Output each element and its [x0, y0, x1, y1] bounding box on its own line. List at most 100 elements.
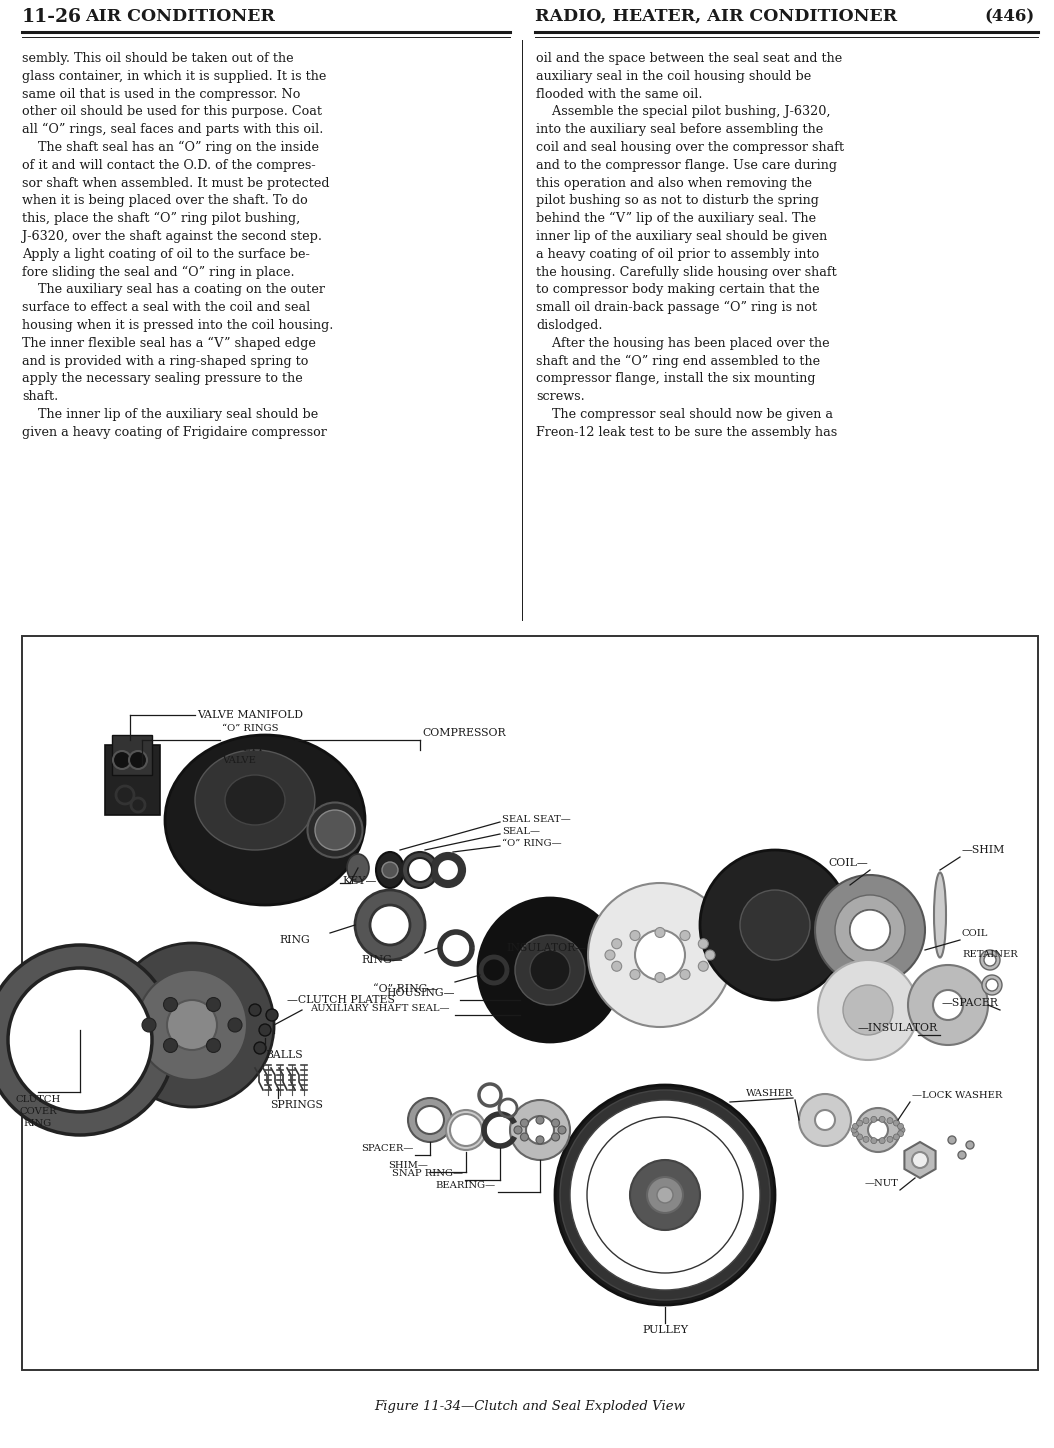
- Circle shape: [113, 752, 131, 769]
- Ellipse shape: [934, 873, 946, 957]
- Circle shape: [863, 1118, 868, 1124]
- Circle shape: [207, 998, 220, 1012]
- Circle shape: [611, 938, 622, 948]
- Circle shape: [912, 1153, 928, 1169]
- Text: screws.: screws.: [536, 390, 585, 403]
- Circle shape: [680, 970, 690, 979]
- Text: Figure 11-34—Clutch and Seal Exploded View: Figure 11-34—Clutch and Seal Exploded Vi…: [374, 1400, 685, 1413]
- Text: sor shaft when assembled. It must be protected: sor shaft when assembled. It must be pro…: [22, 177, 330, 190]
- Ellipse shape: [225, 775, 285, 825]
- Text: —NUT: —NUT: [864, 1179, 898, 1187]
- Ellipse shape: [165, 736, 365, 905]
- Circle shape: [818, 960, 918, 1060]
- Circle shape: [980, 950, 1000, 970]
- Text: “O” RING—: “O” RING—: [502, 840, 562, 849]
- Text: COIL: COIL: [962, 930, 989, 938]
- Text: RADIO, HEATER, AIR CONDITIONER: RADIO, HEATER, AIR CONDITIONER: [535, 9, 897, 25]
- Circle shape: [630, 931, 640, 941]
- Circle shape: [0, 946, 175, 1135]
- Text: WASHER: WASHER: [745, 1089, 793, 1098]
- Circle shape: [266, 1009, 278, 1021]
- Ellipse shape: [376, 851, 404, 888]
- Text: SEAL—: SEAL—: [502, 827, 540, 837]
- Text: coil and seal housing over the compressor shaft: coil and seal housing over the compresso…: [536, 140, 844, 153]
- Circle shape: [137, 970, 247, 1080]
- Circle shape: [699, 938, 708, 948]
- Text: when it is being placed over the shaft. To do: when it is being placed over the shaft. …: [22, 194, 308, 207]
- Text: other oil should be used for this purpose. Coat: other oil should be used for this purpos…: [22, 106, 323, 119]
- Text: AIR CONDITIONER: AIR CONDITIONER: [85, 9, 275, 25]
- Circle shape: [871, 1116, 877, 1122]
- Circle shape: [370, 905, 410, 946]
- Circle shape: [605, 950, 614, 960]
- Text: sembly. This oil should be taken out of the: sembly. This oil should be taken out of …: [22, 52, 294, 65]
- Text: all “O” rings, seal faces and parts with this oil.: all “O” rings, seal faces and parts with…: [22, 123, 324, 136]
- Circle shape: [167, 1001, 217, 1050]
- Text: INSULATOR—: INSULATOR—: [507, 943, 587, 953]
- Text: a heavy coating of oil prior to assembly into: a heavy coating of oil prior to assembly…: [536, 248, 819, 261]
- Text: shaft and the “O” ring end assembled to the: shaft and the “O” ring end assembled to …: [536, 355, 820, 368]
- Text: flooded with the same oil.: flooded with the same oil.: [536, 87, 703, 100]
- Circle shape: [558, 1127, 566, 1134]
- Text: same oil that is used in the compressor. No: same oil that is used in the compressor.…: [22, 87, 300, 100]
- Text: The shaft seal has an “O” ring on the inside: The shaft seal has an “O” ring on the in…: [22, 140, 319, 155]
- Circle shape: [434, 856, 462, 883]
- Text: The inner lip of the auxiliary seal should be: The inner lip of the auxiliary seal shou…: [22, 408, 318, 421]
- Circle shape: [657, 1187, 674, 1203]
- Text: surface to effect a seal with the coil and seal: surface to effect a seal with the coil a…: [22, 301, 310, 314]
- Text: AUXILIARY SHAFT SEAL—: AUXILIARY SHAFT SEAL—: [311, 1003, 450, 1014]
- Text: After the housing has been placed over the: After the housing has been placed over t…: [536, 337, 829, 350]
- Text: SHIM—: SHIM—: [388, 1161, 428, 1170]
- Bar: [22, 636, 1038, 1370]
- Text: of it and will contact the O.D. of the compres-: of it and will contact the O.D. of the c…: [22, 159, 315, 172]
- Text: glass container, in which it is supplied. It is the: glass container, in which it is supplied…: [22, 70, 327, 83]
- Circle shape: [514, 1127, 522, 1134]
- Text: The auxiliary seal has a coating on the outer: The auxiliary seal has a coating on the …: [22, 284, 325, 297]
- Circle shape: [515, 935, 585, 1005]
- Circle shape: [853, 1131, 858, 1137]
- Text: BALLS: BALLS: [265, 1050, 302, 1060]
- Text: and is provided with a ring-shaped spring to: and is provided with a ring-shaped sprin…: [22, 355, 309, 368]
- Ellipse shape: [195, 750, 315, 850]
- Circle shape: [857, 1121, 862, 1127]
- Text: “O” RINGS: “O” RINGS: [222, 724, 278, 733]
- Circle shape: [856, 1108, 900, 1153]
- Circle shape: [436, 859, 460, 882]
- Circle shape: [850, 909, 890, 950]
- Circle shape: [588, 883, 731, 1027]
- Text: —SHIM: —SHIM: [962, 846, 1006, 854]
- Circle shape: [907, 964, 988, 1045]
- Bar: [105, 746, 160, 815]
- Circle shape: [228, 1018, 242, 1032]
- Text: COIL—: COIL—: [828, 859, 868, 867]
- Text: —INSULATOR: —INSULATOR: [858, 1022, 938, 1032]
- Text: VALVE MANIFOLD: VALVE MANIFOLD: [197, 710, 302, 720]
- Circle shape: [879, 1138, 885, 1144]
- Circle shape: [982, 975, 1002, 995]
- Circle shape: [850, 992, 886, 1028]
- Text: PULLEY: PULLEY: [642, 1325, 688, 1335]
- Text: —CLUTCH PLATES: —CLUTCH PLATES: [287, 995, 395, 1005]
- Text: The compressor seal should now be given a: The compressor seal should now be given …: [536, 408, 833, 421]
- Circle shape: [611, 961, 622, 972]
- Circle shape: [630, 1160, 700, 1229]
- Text: behind the “V” lip of the auxiliary seal. The: behind the “V” lip of the auxiliary seal…: [536, 213, 816, 226]
- Text: COMPRESSOR: COMPRESSOR: [422, 728, 506, 738]
- Text: SAFETY: SAFETY: [222, 744, 264, 753]
- Circle shape: [815, 1111, 835, 1129]
- Circle shape: [163, 1038, 177, 1053]
- Circle shape: [254, 1043, 266, 1054]
- Ellipse shape: [308, 802, 363, 857]
- Circle shape: [857, 1134, 862, 1140]
- Circle shape: [655, 973, 665, 983]
- Text: this, place the shaft “O” ring pilot bushing,: this, place the shaft “O” ring pilot bus…: [22, 213, 300, 226]
- Circle shape: [249, 1003, 261, 1016]
- Circle shape: [382, 862, 398, 877]
- Text: “O” RING—: “O” RING—: [373, 985, 438, 993]
- Circle shape: [647, 1177, 683, 1213]
- Circle shape: [536, 1135, 544, 1144]
- Circle shape: [967, 1141, 974, 1150]
- Circle shape: [799, 1095, 851, 1145]
- Text: into the auxiliary seal before assembling the: into the auxiliary seal before assemblin…: [536, 123, 823, 136]
- Circle shape: [408, 859, 432, 882]
